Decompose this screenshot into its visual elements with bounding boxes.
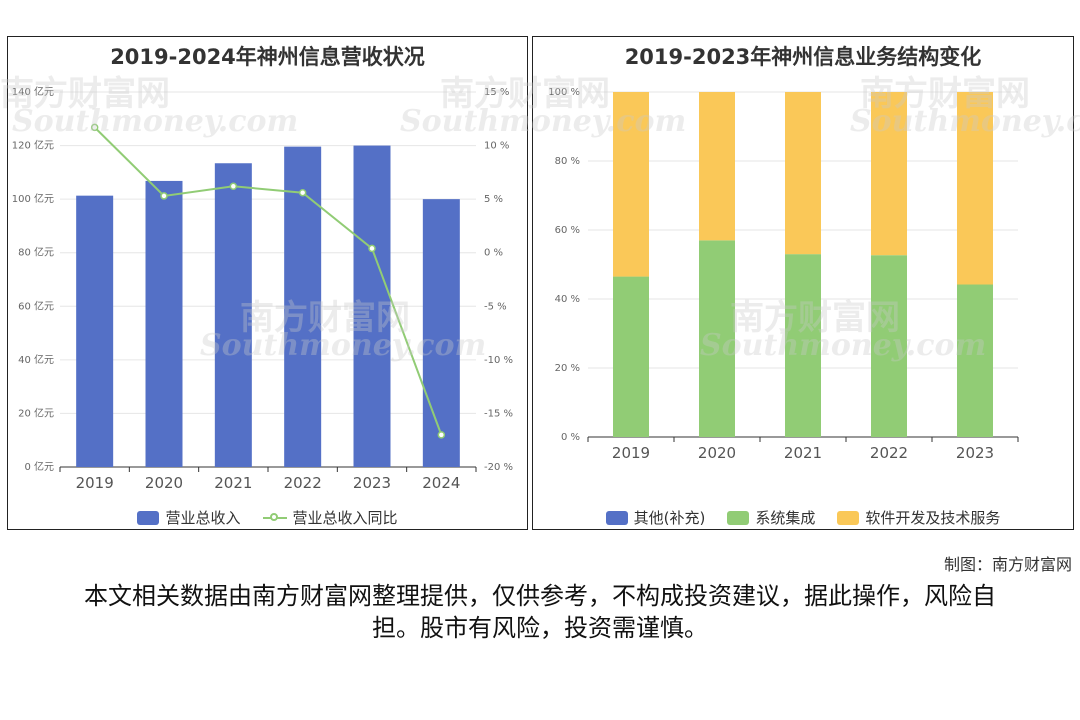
revenue-chart-panel: 2019-2024年神州信息营收状况 0 亿元 20 亿元 40 亿元 60 亿元 80… — [7, 36, 528, 530]
y-left-tick-label: 40 亿元 — [18, 353, 54, 366]
legend-item-revenue-yoy[interactable]: 营业总收入同比 — [262, 507, 398, 528]
bar-revenue — [145, 180, 183, 467]
y-tick-label: 40 % — [555, 294, 580, 305]
bar-segment — [957, 284, 993, 437]
business-structure-chart-title: 2019-2023年神州信息业务结构变化 — [624, 45, 982, 69]
bar-segment — [699, 240, 735, 437]
x-tick-label: 2023 — [956, 444, 994, 462]
legend-label-other: 其他(补充) — [633, 509, 706, 527]
bar-revenue — [284, 146, 322, 467]
bar-segment — [957, 92, 993, 285]
legend-swatch-revenue — [137, 510, 160, 525]
y-tick-label: 60 % — [555, 225, 580, 236]
x-tick-label: 2019 — [76, 474, 114, 492]
revenue-chart-legend: 营业总收入 营业总收入同比 — [8, 507, 527, 528]
legend-item-system-integration[interactable]: 系统集成 — [727, 507, 815, 528]
legend-label-software-services: 软件开发及技术服务 — [865, 509, 1001, 527]
point-revenue-yoy — [298, 188, 307, 197]
y-right-tick-label: 5 % — [484, 194, 503, 205]
y-left-tick-label: 0 亿元 — [24, 460, 54, 473]
bar-revenue — [76, 195, 114, 468]
legend-label-revenue: 营业总收入 — [165, 509, 241, 527]
x-tick-label: 2023 — [353, 474, 391, 492]
y-tick-label: 20 % — [555, 363, 580, 374]
bar-revenue — [422, 199, 460, 467]
bar-segment — [871, 255, 907, 437]
bar-segment — [699, 92, 735, 241]
bar-segment — [613, 276, 649, 437]
y-right-tick-label: 15 % — [484, 87, 509, 98]
x-tick-label: 2020 — [145, 474, 183, 492]
revenue-chart: 0 亿元 20 亿元 40 亿元 60 亿元 80 亿元 100 亿元 120 亿元 140 … — [12, 85, 513, 492]
point-revenue-yoy — [160, 192, 168, 200]
y-left-tick-label: 20 亿元 — [18, 406, 54, 419]
bar-segment — [871, 92, 907, 256]
y-right-tick-label: -15 % — [484, 408, 513, 419]
legend-item-software-services[interactable]: 软件开发及技术服务 — [837, 507, 1000, 528]
y-tick-label: 0 % — [561, 432, 580, 443]
y-left-tick-label: 60 亿元 — [18, 299, 54, 312]
legend-swatch-other — [605, 510, 628, 525]
y-tick-label: 80 % — [555, 156, 580, 167]
legend-item-revenue[interactable]: 营业总收入 — [137, 507, 241, 528]
disclaimer-text: 本文相关数据由南方财富网整理提供，仅供参考，不构成投资建议，据此操作，风险自担。… — [84, 582, 996, 642]
business-structure-chart: 0 % 20 % 40 % 60 % 80 % 100 % 2019 2020 2021 2022… — [548, 87, 1019, 462]
legend-swatch-software-services — [837, 510, 860, 525]
legend-swatch-system-integration — [727, 510, 750, 525]
y-left-tick-label: 120 亿元 — [12, 139, 54, 152]
bar-segment — [613, 92, 649, 277]
y-right-tick-label: 0 % — [484, 248, 503, 259]
legend-label-revenue-yoy: 营业总收入同比 — [292, 509, 398, 527]
legend-item-other[interactable]: 其他(补充) — [605, 507, 706, 528]
point-revenue-yoy — [437, 431, 446, 439]
x-tick-label: 2021 — [214, 474, 252, 492]
y-left-tick-label: 140 亿元 — [12, 85, 54, 98]
point-revenue-yoy — [90, 123, 99, 132]
x-tick-label: 2024 — [422, 474, 460, 492]
x-tick-label: 2020 — [698, 444, 736, 462]
bar-revenue — [214, 163, 252, 467]
bar-segment — [785, 92, 821, 255]
bar-revenue — [353, 145, 391, 468]
chart-credit: 制图：南方财富网 — [943, 555, 1072, 574]
point-revenue-yoy — [229, 182, 238, 191]
x-tick-label: 2021 — [784, 444, 822, 462]
legend-swatch-revenue-yoy — [262, 511, 287, 525]
y-right-tick-label: -5 % — [484, 301, 507, 312]
x-tick-label: 2022 — [284, 474, 322, 492]
y-right-tick-label: 10 % — [484, 141, 509, 152]
x-tick-label: 2022 — [870, 444, 908, 462]
line-revenue-yoy — [93, 126, 443, 436]
revenue-chart-title: 2019-2024年神州信息营收状况 — [110, 45, 425, 69]
x-tick-label: 2019 — [612, 444, 650, 462]
y-right-tick-label: -20 % — [484, 462, 513, 473]
bar-segment — [785, 254, 821, 437]
y-tick-label: 100 % — [548, 87, 580, 98]
y-left-tick-label: 80 亿元 — [18, 246, 54, 259]
point-revenue-yoy — [368, 244, 376, 253]
business-structure-chart-panel: 2019-2023年神州信息业务结构变化 0 % 20 % 40 % 60 % 80 %… — [532, 36, 1074, 530]
y-right-tick-label: -10 % — [484, 355, 513, 366]
y-left-tick-label: 100 亿元 — [12, 192, 54, 205]
legend-label-system-integration: 系统集成 — [755, 509, 816, 527]
business-structure-chart-legend: 其他(补充) 系统集成 软件开发及技术服务 — [533, 507, 1073, 528]
